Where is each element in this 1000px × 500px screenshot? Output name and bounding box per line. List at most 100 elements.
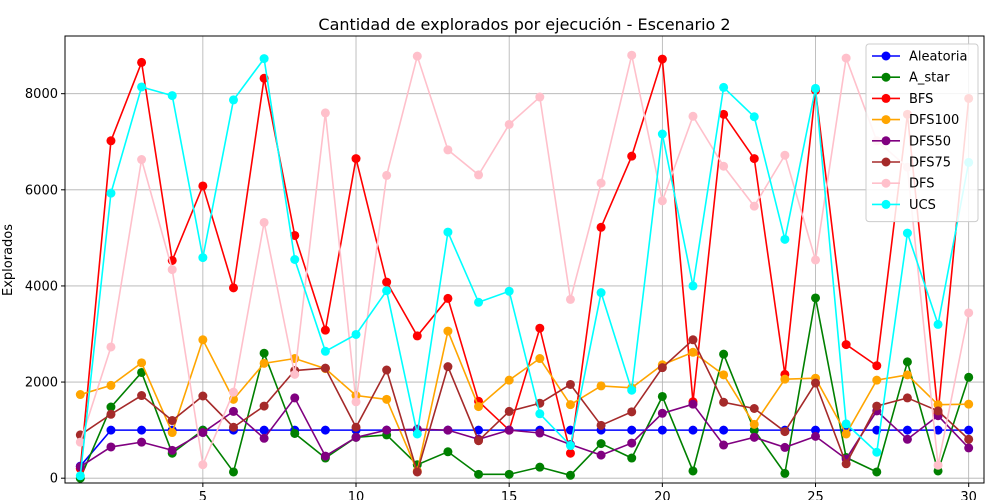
data-point <box>198 460 208 470</box>
data-point <box>719 397 729 407</box>
legend-marker <box>881 93 891 103</box>
data-point <box>811 83 821 93</box>
data-point <box>627 385 637 395</box>
data-point <box>902 434 912 444</box>
data-point <box>688 335 698 345</box>
data-point <box>596 420 606 430</box>
data-point <box>75 471 85 481</box>
data-point <box>719 370 729 380</box>
data-point <box>719 161 729 171</box>
data-point <box>137 391 147 401</box>
data-point <box>596 288 606 298</box>
data-point <box>872 467 882 477</box>
y-axis-label: Explorados <box>1 224 16 296</box>
data-point <box>259 433 269 443</box>
data-point <box>596 178 606 188</box>
series-line <box>79 429 969 467</box>
data-point <box>688 425 698 435</box>
legend-item: DFS100 <box>872 113 959 128</box>
x-tick-label: 15 <box>501 490 518 500</box>
data-point <box>504 375 514 385</box>
data-point <box>167 416 177 426</box>
data-point <box>719 349 729 359</box>
data-point <box>657 391 667 401</box>
data-point <box>504 425 514 435</box>
series-DFS100 <box>75 326 974 476</box>
data-point <box>780 427 790 437</box>
x-tick-label: 20 <box>654 490 671 500</box>
data-point <box>137 437 147 447</box>
data-point <box>780 150 790 160</box>
legend-item: Aleatoria <box>872 50 967 65</box>
legend-label: BFS <box>909 92 933 107</box>
data-point <box>259 54 269 64</box>
data-point <box>841 459 851 469</box>
data-point <box>565 441 575 451</box>
data-point <box>443 425 453 435</box>
data-point <box>872 401 882 411</box>
data-point <box>382 286 392 296</box>
data-point <box>228 95 238 105</box>
data-point <box>259 217 269 227</box>
data-point <box>719 82 729 92</box>
data-point <box>382 365 392 375</box>
data-point <box>657 54 667 64</box>
data-point <box>259 401 269 411</box>
data-point <box>320 346 330 356</box>
legend-marker <box>881 178 891 188</box>
data-point <box>106 136 116 146</box>
legend-marker <box>881 72 891 82</box>
series-UCS <box>75 54 974 481</box>
data-point <box>872 375 882 385</box>
data-point <box>811 425 821 435</box>
legend-item: A_star <box>872 71 950 86</box>
data-point <box>902 228 912 238</box>
data-point <box>320 425 330 435</box>
data-point <box>657 363 667 373</box>
data-point <box>933 425 943 435</box>
legend-item: BFS <box>872 92 933 107</box>
data-point <box>259 358 269 368</box>
data-point <box>443 326 453 336</box>
data-point <box>106 342 116 352</box>
data-point <box>382 277 392 287</box>
legend-label: DFS50 <box>909 134 951 149</box>
legend-label: A_star <box>909 71 950 86</box>
data-point <box>443 447 453 457</box>
data-point <box>933 460 943 470</box>
series-line <box>79 297 970 479</box>
data-point <box>474 170 484 180</box>
data-point <box>535 323 545 333</box>
data-point <box>596 450 606 460</box>
data-point <box>228 283 238 293</box>
data-point <box>382 425 392 435</box>
legend-label: UCS <box>909 198 936 213</box>
plot-border <box>64 35 985 484</box>
data-point <box>198 253 208 263</box>
data-point <box>627 425 637 435</box>
data-point <box>106 380 116 390</box>
data-point <box>535 409 545 419</box>
data-point <box>198 181 208 191</box>
data-point <box>964 399 974 409</box>
data-point <box>902 370 912 380</box>
data-point <box>565 379 575 389</box>
data-point <box>780 374 790 384</box>
data-point <box>443 293 453 303</box>
data-point <box>351 432 361 442</box>
data-point <box>412 429 422 439</box>
x-tick-label: 10 <box>348 490 365 500</box>
data-point <box>841 340 851 350</box>
data-point <box>596 381 606 391</box>
data-point <box>964 443 974 453</box>
data-point <box>719 109 729 119</box>
data-point <box>811 255 821 265</box>
legend-marker <box>881 157 891 167</box>
y-tick-label: 0 <box>50 472 58 487</box>
data-point <box>351 422 361 432</box>
data-point <box>657 196 667 206</box>
y-tick-label: 6000 <box>25 183 58 198</box>
data-point <box>811 378 821 388</box>
data-point <box>75 462 85 472</box>
